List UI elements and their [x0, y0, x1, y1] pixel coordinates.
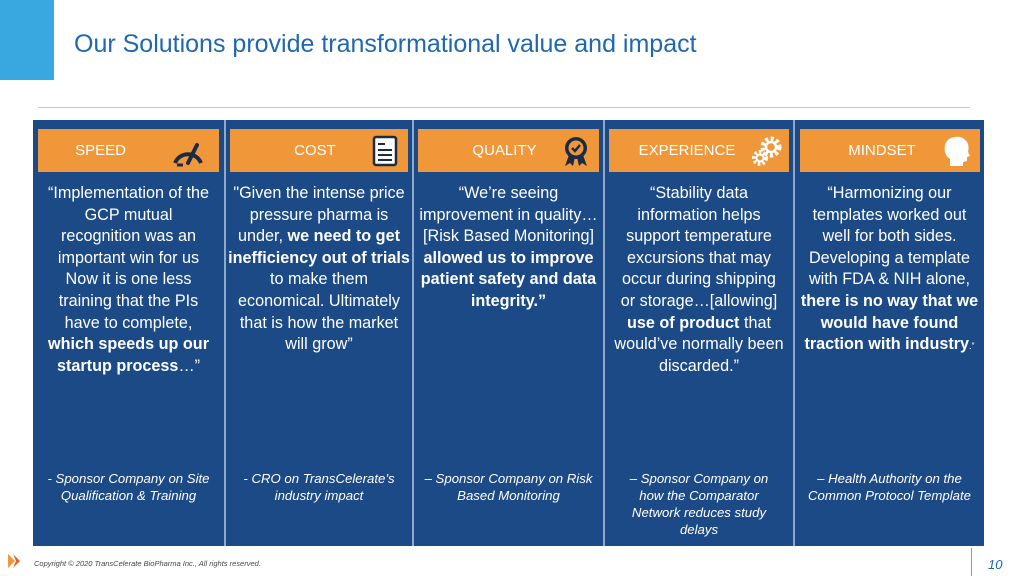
- quote-text: to make them economical. Ultimately that…: [238, 270, 400, 354]
- source-cost: - CRO on TransCelerate’s industry impact: [243, 471, 395, 503]
- column-quality: QUALITY “We’re seeing improvement in qua…: [414, 120, 603, 546]
- header-label: COST: [294, 142, 336, 159]
- page-number: 10: [988, 557, 1003, 572]
- column-divider: [793, 120, 795, 546]
- quote-emphasis: use of product: [627, 313, 740, 332]
- column-divider: [603, 120, 605, 546]
- speedometer-icon: [171, 135, 205, 167]
- column-cost: COST "Given the intense price pressure p…: [226, 120, 412, 546]
- quote-quality: “We’re seeing improvement in quality…[Ri…: [418, 183, 599, 313]
- award-badge-icon: [559, 135, 593, 167]
- quote-text: "Given the intense price pressure pharma…: [233, 184, 405, 246]
- quote-text: “Stability data information helps suppor…: [620, 184, 778, 310]
- source-experience: – Sponsor Company on how the Comparator …: [629, 471, 769, 537]
- quote-emphasis: allowed us to improve patient safety and…: [420, 248, 597, 310]
- gears-icon: [751, 135, 785, 167]
- column-speed: SPEED “Implementation of the GCP mutual …: [33, 120, 224, 546]
- header-quality: QUALITY: [418, 129, 599, 172]
- quote-text: “Implementation of the GCP mutual recogn…: [47, 184, 210, 332]
- quote-text: …”: [178, 356, 201, 375]
- header-speed: SPEED: [38, 129, 219, 172]
- head-profile-icon: [942, 135, 972, 167]
- accent-bar: [0, 0, 54, 80]
- source-mindset: – Health Authority on the Common Protoco…: [808, 471, 971, 503]
- quote-speed: “Implementation of the GCP mutual recogn…: [43, 183, 214, 377]
- copyright-notice: Copyright © 2020 TransCelerate BioPharma…: [34, 559, 261, 568]
- header-mindset: MINDSET: [800, 129, 980, 172]
- quote-text: “Harmonizing our templates worked out we…: [808, 184, 971, 289]
- solutions-panel: SPEED “Implementation of the GCP mutual …: [33, 120, 984, 546]
- column-divider: [412, 120, 414, 546]
- footer-divider: [971, 548, 972, 576]
- quote-mindset: “Harmonizing our templates worked out we…: [799, 183, 980, 358]
- quote-text: .”: [969, 341, 975, 352]
- header-label: SPEED: [75, 142, 126, 159]
- header-label: MINDSET: [848, 142, 916, 159]
- quote-cost: "Given the intense price pressure pharma…: [228, 183, 410, 356]
- column-mindset: MINDSET “Harmonizing our templates worke…: [795, 120, 984, 546]
- source-quality: – Sponsor Company on Risk Based Monitori…: [424, 471, 593, 503]
- column-experience: EXPERIENCE “Stability data information h…: [605, 120, 793, 546]
- quote-text: that would’ve normally been discarded.”: [614, 313, 784, 375]
- transcelerate-logo-icon: [6, 552, 22, 570]
- quote-emphasis: which speeds up our startup process: [48, 335, 209, 375]
- quote-experience: “Stability data information helps suppor…: [613, 183, 785, 377]
- quote-emphasis: there is no way that we would have found…: [800, 291, 979, 354]
- document-icon: [370, 135, 400, 167]
- title-divider: [38, 107, 970, 108]
- page-title: Our Solutions provide transformational v…: [74, 30, 697, 58]
- header-experience: EXPERIENCE: [609, 129, 789, 172]
- header-label: QUALITY: [472, 142, 537, 159]
- column-divider: [224, 120, 226, 546]
- header-cost: COST: [230, 129, 408, 172]
- header-label: EXPERIENCE: [638, 142, 736, 159]
- quote-text: “We’re seeing improvement in quality…[Ri…: [419, 184, 598, 246]
- quote-emphasis: we need to get inefficiency out of trial…: [228, 227, 410, 267]
- source-speed: - Sponsor Company on Site Qualification …: [47, 471, 210, 503]
